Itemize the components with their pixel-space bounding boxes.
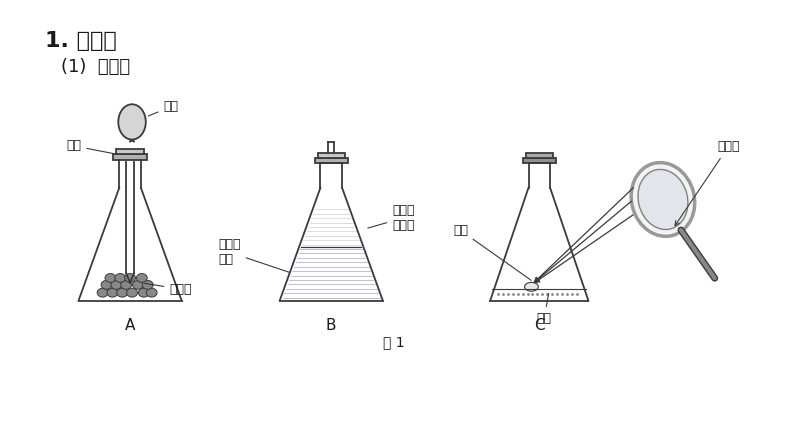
Text: C: C — [534, 318, 545, 333]
Ellipse shape — [125, 274, 136, 283]
Ellipse shape — [138, 288, 149, 297]
Text: 硫酸铜
溶液: 硫酸铜 溶液 — [218, 238, 289, 272]
Ellipse shape — [146, 288, 157, 297]
Text: 盐酸: 盐酸 — [66, 139, 114, 154]
Bar — [318, 153, 345, 158]
Bar — [114, 154, 147, 160]
Bar — [526, 153, 553, 158]
Ellipse shape — [142, 280, 153, 289]
Ellipse shape — [111, 280, 121, 289]
Ellipse shape — [137, 274, 147, 283]
Text: A: A — [125, 318, 135, 333]
Ellipse shape — [525, 283, 538, 291]
Ellipse shape — [101, 280, 112, 289]
Ellipse shape — [638, 169, 688, 229]
Text: 图 1: 图 1 — [384, 335, 405, 349]
Bar — [117, 149, 144, 154]
Ellipse shape — [126, 288, 137, 297]
Text: 细沙: 细沙 — [537, 294, 552, 325]
Ellipse shape — [105, 274, 116, 283]
Ellipse shape — [97, 288, 108, 297]
Ellipse shape — [107, 288, 118, 297]
Text: (1)  实验置: (1) 实验置 — [61, 58, 130, 76]
Bar — [522, 158, 556, 163]
Bar — [314, 158, 348, 163]
Text: 气球: 气球 — [148, 100, 179, 116]
Text: 大理石: 大理石 — [145, 283, 192, 295]
Ellipse shape — [133, 280, 144, 289]
Text: 1. 实验究: 1. 实验究 — [44, 31, 117, 51]
Ellipse shape — [631, 163, 695, 236]
Text: 放大镜: 放大镜 — [675, 140, 739, 226]
Ellipse shape — [118, 104, 146, 139]
Text: B: B — [326, 318, 337, 333]
Ellipse shape — [115, 274, 125, 283]
Text: 白磷: 白磷 — [453, 224, 531, 280]
Ellipse shape — [117, 288, 128, 297]
Text: 氢氧化
钠溶液: 氢氧化 钠溶液 — [368, 204, 414, 232]
Ellipse shape — [121, 280, 132, 289]
